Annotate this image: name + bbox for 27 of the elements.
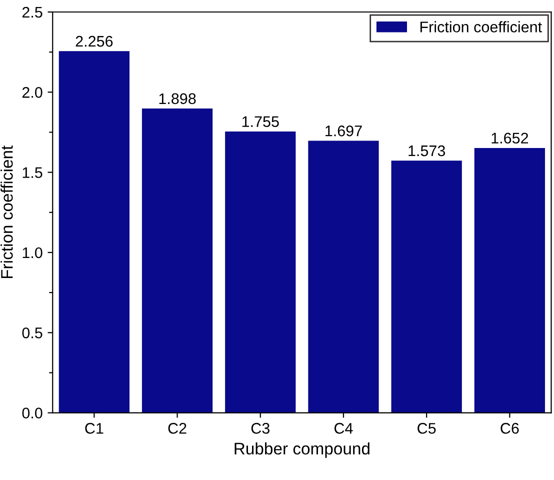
bar bbox=[225, 131, 296, 413]
x-tick-label: C6 bbox=[500, 422, 519, 434]
y-tick-label: 2.0 bbox=[22, 87, 42, 98]
x-tick-label: C3 bbox=[251, 422, 270, 434]
y-tick-label: 2.5 bbox=[22, 6, 42, 18]
y-tick-label: 0.0 bbox=[22, 408, 42, 418]
bar bbox=[391, 160, 462, 413]
bar bbox=[58, 51, 130, 413]
data-label: 1.898 bbox=[159, 93, 196, 104]
data-label: 2.256 bbox=[76, 36, 113, 47]
y-tick-label: 1.0 bbox=[22, 247, 42, 258]
x-tick-label: C2 bbox=[168, 422, 186, 434]
data-label: 1.652 bbox=[492, 132, 528, 144]
data-label: 1.755 bbox=[242, 116, 279, 128]
y-tick-label: 0.5 bbox=[22, 328, 42, 338]
data-label: 1.573 bbox=[408, 145, 446, 156]
x-tick-label: C5 bbox=[418, 422, 436, 434]
x-axis-title: Rubber compound bbox=[234, 442, 370, 458]
bar bbox=[474, 148, 545, 413]
bar bbox=[308, 140, 379, 413]
data-label: 1.697 bbox=[326, 126, 362, 136]
bar bbox=[142, 108, 213, 413]
y-tick-label: 1.5 bbox=[22, 167, 42, 178]
x-tick-label: C4 bbox=[334, 422, 353, 434]
x-tick-label: C1 bbox=[85, 422, 104, 434]
y-axis-title: Friction coefficient bbox=[0, 146, 13, 278]
legend-label: Friction coefficient bbox=[420, 21, 542, 32]
